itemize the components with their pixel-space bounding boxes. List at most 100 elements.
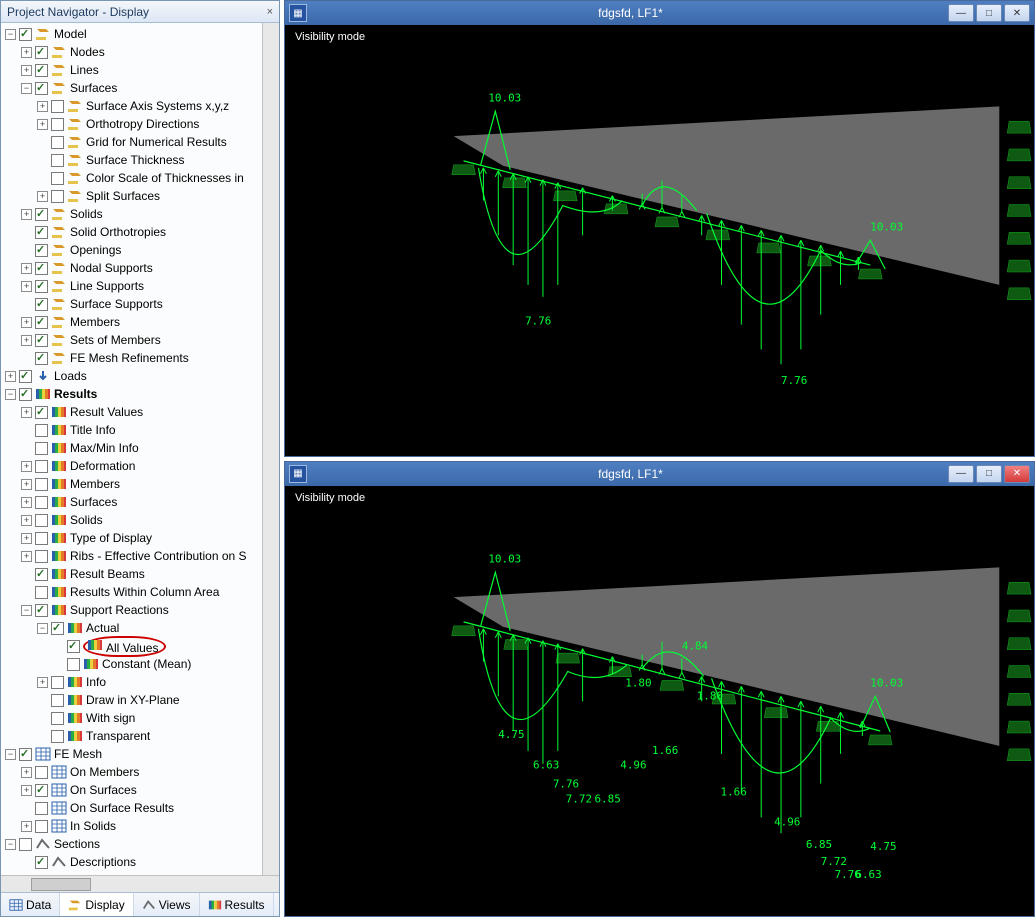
- visibility-checkbox[interactable]: [67, 658, 80, 671]
- window-titlebar[interactable]: ▦ fdgsfd, LF1* — □ ✕: [285, 462, 1034, 486]
- visibility-checkbox[interactable]: [35, 568, 48, 581]
- expand-toggle[interactable]: +: [21, 821, 32, 832]
- tab-display[interactable]: Display: [60, 893, 133, 916]
- tree-item[interactable]: +Loads: [3, 367, 279, 385]
- tree-item[interactable]: All Values: [51, 637, 279, 655]
- expand-toggle[interactable]: +: [21, 551, 32, 562]
- visibility-checkbox[interactable]: [35, 280, 48, 293]
- visibility-checkbox[interactable]: [51, 694, 64, 707]
- tree-item[interactable]: Draw in XY-Plane: [35, 691, 279, 709]
- tree-item[interactable]: +On Members: [19, 763, 279, 781]
- tree-item[interactable]: +Sets of Members: [19, 331, 279, 349]
- expand-toggle[interactable]: +: [21, 785, 32, 796]
- visibility-checkbox[interactable]: [35, 802, 48, 815]
- visibility-checkbox[interactable]: [19, 838, 32, 851]
- tree-item[interactable]: Result Beams: [19, 565, 279, 583]
- minimize-button[interactable]: —: [948, 4, 974, 22]
- tree-item[interactable]: +Info: [35, 673, 279, 691]
- tree-item[interactable]: Solid Orthotropies: [19, 223, 279, 241]
- expand-toggle[interactable]: +: [37, 101, 48, 112]
- expand-toggle[interactable]: −: [5, 749, 16, 760]
- tree-item[interactable]: Title Info: [19, 421, 279, 439]
- tree-item[interactable]: +Line Supports: [19, 277, 279, 295]
- viewport-3d[interactable]: Visibility mode 10.0310.034.841.801.804.…: [285, 486, 1034, 917]
- visibility-checkbox[interactable]: [35, 550, 48, 563]
- visibility-checkbox[interactable]: [51, 172, 64, 185]
- visibility-checkbox[interactable]: [19, 748, 32, 761]
- expand-toggle[interactable]: −: [37, 623, 48, 634]
- visibility-checkbox[interactable]: [35, 352, 48, 365]
- maximize-button[interactable]: □: [976, 4, 1002, 22]
- tree-item[interactable]: −Model: [3, 25, 279, 43]
- visibility-checkbox[interactable]: [51, 118, 64, 131]
- tree-item[interactable]: +Type of Display: [19, 529, 279, 547]
- visibility-checkbox[interactable]: [35, 424, 48, 437]
- visibility-checkbox[interactable]: [67, 640, 80, 653]
- expand-toggle[interactable]: +: [21, 317, 32, 328]
- expand-toggle[interactable]: +: [5, 371, 16, 382]
- tree-item[interactable]: Transparent: [35, 727, 279, 745]
- maximize-button[interactable]: □: [976, 465, 1002, 483]
- tree-item[interactable]: −Surfaces: [19, 79, 279, 97]
- tree-item[interactable]: +Solids: [19, 511, 279, 529]
- tree-item[interactable]: +Deformation: [19, 457, 279, 475]
- tree-item[interactable]: +Members: [19, 313, 279, 331]
- tree-scroll-area[interactable]: −Model+Nodes+Lines−Surfaces+Surface Axis…: [1, 23, 279, 875]
- tree-item[interactable]: +Solids: [19, 205, 279, 223]
- expand-toggle[interactable]: +: [21, 263, 32, 274]
- close-button[interactable]: ✕: [1004, 465, 1030, 483]
- visibility-checkbox[interactable]: [35, 856, 48, 869]
- expand-toggle[interactable]: +: [21, 407, 32, 418]
- expand-toggle[interactable]: +: [21, 209, 32, 220]
- tree-item[interactable]: Descriptions: [19, 853, 279, 871]
- expand-toggle[interactable]: +: [21, 47, 32, 58]
- expand-toggle[interactable]: +: [21, 335, 32, 346]
- expand-toggle[interactable]: +: [21, 515, 32, 526]
- tree-item[interactable]: Surface Supports: [19, 295, 279, 313]
- expand-toggle[interactable]: −: [21, 83, 32, 94]
- visibility-checkbox[interactable]: [35, 316, 48, 329]
- expand-toggle[interactable]: +: [21, 65, 32, 76]
- tab-data[interactable]: Data: [1, 893, 60, 916]
- tree-item[interactable]: Grid for Numerical Results: [35, 133, 279, 151]
- tree-item[interactable]: +Surfaces: [19, 493, 279, 511]
- tree-item[interactable]: −FE Mesh: [3, 745, 279, 763]
- visibility-checkbox[interactable]: [35, 586, 48, 599]
- visibility-checkbox[interactable]: [35, 46, 48, 59]
- window-titlebar[interactable]: ▦ fdgsfd, LF1* — □ ✕: [285, 1, 1034, 25]
- expand-toggle[interactable]: +: [21, 497, 32, 508]
- visibility-checkbox[interactable]: [51, 136, 64, 149]
- expand-toggle[interactable]: +: [21, 479, 32, 490]
- tree-item[interactable]: +In Solids: [19, 817, 279, 835]
- tree-item[interactable]: +Result Values: [19, 403, 279, 421]
- visibility-checkbox[interactable]: [19, 28, 32, 41]
- visibility-checkbox[interactable]: [35, 784, 48, 797]
- expand-toggle[interactable]: −: [5, 839, 16, 850]
- tree-item[interactable]: −Support Reactions: [19, 601, 279, 619]
- tree-item[interactable]: +Orthotropy Directions: [35, 115, 279, 133]
- minimize-button[interactable]: —: [948, 465, 974, 483]
- visibility-checkbox[interactable]: [19, 388, 32, 401]
- tree-item[interactable]: On Surface Results: [19, 799, 279, 817]
- tree-item[interactable]: +Nodal Supports: [19, 259, 279, 277]
- visibility-checkbox[interactable]: [35, 244, 48, 257]
- visibility-checkbox[interactable]: [35, 514, 48, 527]
- tree-item[interactable]: +Surface Axis Systems x,y,z: [35, 97, 279, 115]
- expand-toggle[interactable]: +: [37, 119, 48, 130]
- expand-toggle[interactable]: −: [5, 389, 16, 400]
- visibility-checkbox[interactable]: [35, 496, 48, 509]
- tree-item[interactable]: +Lines: [19, 61, 279, 79]
- visibility-checkbox[interactable]: [35, 226, 48, 239]
- visibility-checkbox[interactable]: [35, 208, 48, 221]
- visibility-checkbox[interactable]: [51, 730, 64, 743]
- expand-toggle[interactable]: +: [21, 281, 32, 292]
- visibility-checkbox[interactable]: [35, 478, 48, 491]
- visibility-checkbox[interactable]: [35, 442, 48, 455]
- tree-item[interactable]: Constant (Mean): [51, 655, 279, 673]
- visibility-checkbox[interactable]: [35, 334, 48, 347]
- visibility-checkbox[interactable]: [51, 154, 64, 167]
- visibility-checkbox[interactable]: [35, 532, 48, 545]
- tree-item[interactable]: +Split Surfaces: [35, 187, 279, 205]
- navigator-close-button[interactable]: ×: [267, 6, 273, 18]
- tree-item[interactable]: Color Scale of Thicknesses in: [35, 169, 279, 187]
